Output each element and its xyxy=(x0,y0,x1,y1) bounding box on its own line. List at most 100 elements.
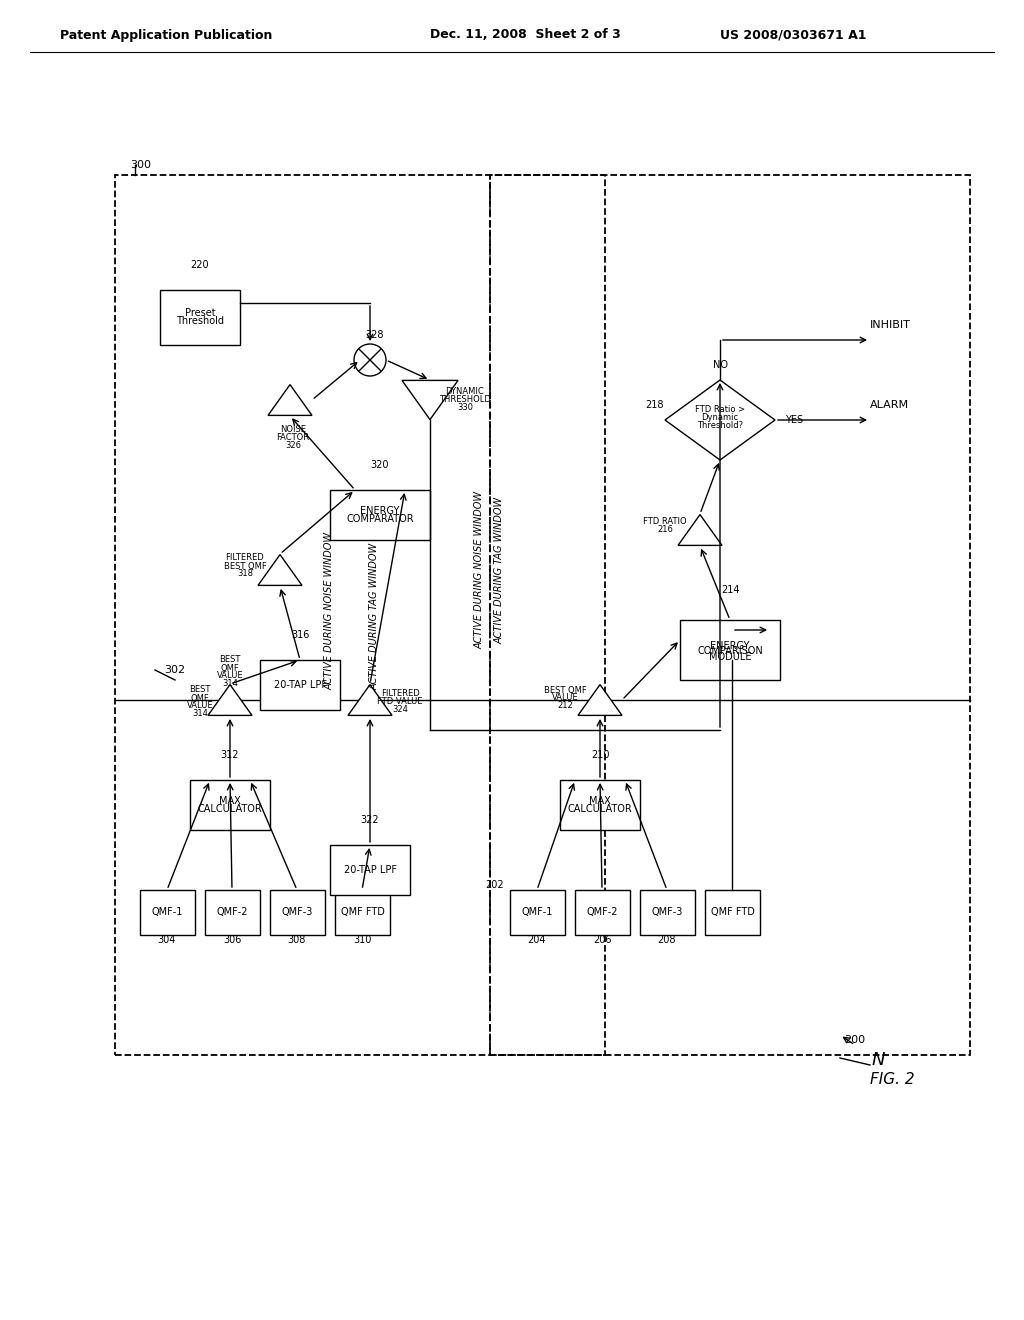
Text: BEST: BEST xyxy=(219,656,241,664)
Bar xyxy=(160,290,240,345)
Text: QMF-2: QMF-2 xyxy=(217,908,248,917)
Text: 218: 218 xyxy=(646,400,665,411)
Text: DYNAMIC: DYNAMIC xyxy=(445,388,484,396)
Text: QMF-1: QMF-1 xyxy=(522,908,553,917)
Text: 214: 214 xyxy=(721,585,739,595)
Polygon shape xyxy=(665,380,775,459)
Text: VALUE: VALUE xyxy=(186,701,213,710)
Text: CALCULATOR: CALCULATOR xyxy=(198,804,262,814)
Text: THRESHOLD: THRESHOLD xyxy=(439,396,490,404)
Text: FACTOR: FACTOR xyxy=(276,433,309,442)
Text: YES: YES xyxy=(785,414,803,425)
Text: 310: 310 xyxy=(353,935,371,945)
Polygon shape xyxy=(258,554,302,585)
Text: ACTIVE DURING TAG WINDOW: ACTIVE DURING TAG WINDOW xyxy=(370,543,380,690)
Text: BEST QMF: BEST QMF xyxy=(223,561,266,570)
Text: ALARM: ALARM xyxy=(870,400,909,411)
Polygon shape xyxy=(208,685,252,715)
Bar xyxy=(640,890,695,935)
Text: Dynamic: Dynamic xyxy=(701,413,738,422)
Text: INHIBIT: INHIBIT xyxy=(870,319,911,330)
Bar xyxy=(490,176,970,1055)
Text: 208: 208 xyxy=(657,935,676,945)
Polygon shape xyxy=(268,384,312,416)
Text: Threshold: Threshold xyxy=(176,317,224,326)
Text: ACTIVE DURING TAG WINDOW: ACTIVE DURING TAG WINDOW xyxy=(495,496,505,644)
Text: 300: 300 xyxy=(130,160,151,170)
Text: 320: 320 xyxy=(371,459,389,470)
Bar xyxy=(330,845,410,895)
Text: FTD Ratio >: FTD Ratio > xyxy=(695,405,745,414)
Text: QMF FTD: QMF FTD xyxy=(711,908,755,917)
Text: MAX: MAX xyxy=(219,796,241,807)
Text: QMF: QMF xyxy=(190,693,209,702)
Text: FILTERED: FILTERED xyxy=(225,553,264,562)
Text: 200: 200 xyxy=(845,1035,865,1045)
Text: VALUE: VALUE xyxy=(217,672,244,681)
Bar xyxy=(560,780,640,830)
Text: 316: 316 xyxy=(291,630,309,640)
Text: 304: 304 xyxy=(158,935,176,945)
Polygon shape xyxy=(348,685,392,715)
Text: QMF-3: QMF-3 xyxy=(652,908,683,917)
Text: ENERGY: ENERGY xyxy=(711,642,750,651)
Text: 312: 312 xyxy=(221,750,240,760)
Text: 314: 314 xyxy=(222,680,238,689)
Text: 308: 308 xyxy=(288,935,306,945)
Bar xyxy=(190,780,270,830)
Text: QMF-3: QMF-3 xyxy=(282,908,313,917)
Text: 302: 302 xyxy=(165,665,185,675)
Text: COMPARATOR: COMPARATOR xyxy=(346,513,414,524)
Text: VALUE: VALUE xyxy=(552,693,579,702)
Bar xyxy=(140,890,195,935)
Text: QMF: QMF xyxy=(220,664,240,672)
Text: 330: 330 xyxy=(457,404,473,412)
Bar xyxy=(260,660,340,710)
Text: MODULE: MODULE xyxy=(709,652,752,663)
Text: ENERGY: ENERGY xyxy=(360,506,399,516)
Text: 220: 220 xyxy=(190,260,209,271)
Text: 206: 206 xyxy=(593,935,611,945)
Text: QMF-1: QMF-1 xyxy=(152,908,183,917)
Circle shape xyxy=(354,345,386,376)
Bar xyxy=(705,890,760,935)
Text: 202: 202 xyxy=(485,880,504,890)
Bar xyxy=(270,890,325,935)
Text: 306: 306 xyxy=(223,935,242,945)
Polygon shape xyxy=(678,515,722,545)
Text: NO: NO xyxy=(713,360,727,370)
Bar xyxy=(330,490,430,540)
Text: 314: 314 xyxy=(193,710,208,718)
Text: US 2008/0303671 A1: US 2008/0303671 A1 xyxy=(720,29,866,41)
Polygon shape xyxy=(402,380,458,420)
Text: Dec. 11, 2008  Sheet 2 of 3: Dec. 11, 2008 Sheet 2 of 3 xyxy=(430,29,621,41)
Text: 326: 326 xyxy=(285,441,301,450)
Text: 328: 328 xyxy=(366,330,384,341)
Text: 324: 324 xyxy=(392,705,408,714)
Text: 318: 318 xyxy=(237,569,253,578)
Text: FILTERED: FILTERED xyxy=(381,689,420,698)
Text: 216: 216 xyxy=(657,525,673,535)
Text: N: N xyxy=(871,1051,885,1069)
Text: 322: 322 xyxy=(360,814,379,825)
Text: CALCULATOR: CALCULATOR xyxy=(567,804,633,814)
Bar xyxy=(115,176,605,1055)
Text: COMPARISON: COMPARISON xyxy=(697,645,763,656)
Text: BEST QMF: BEST QMF xyxy=(544,685,587,694)
Text: ACTIVE DURING NOISE WINDOW: ACTIVE DURING NOISE WINDOW xyxy=(475,491,485,649)
Text: FTD RATIO: FTD RATIO xyxy=(643,517,687,527)
Text: 20-TAP LPF: 20-TAP LPF xyxy=(273,680,327,690)
Bar xyxy=(680,620,780,680)
Text: Patent Application Publication: Patent Application Publication xyxy=(60,29,272,41)
Text: NOISE: NOISE xyxy=(280,425,306,434)
Polygon shape xyxy=(578,685,622,715)
Text: 212: 212 xyxy=(557,701,572,710)
Bar xyxy=(575,890,630,935)
Text: BEST: BEST xyxy=(189,685,211,694)
Text: FTD VALUE: FTD VALUE xyxy=(377,697,423,706)
Text: MAX: MAX xyxy=(589,796,611,807)
Text: Threshold?: Threshold? xyxy=(697,421,743,430)
Text: ACTIVE DURING NOISE WINDOW: ACTIVE DURING NOISE WINDOW xyxy=(325,532,335,690)
Text: QMF-2: QMF-2 xyxy=(587,908,618,917)
Text: 204: 204 xyxy=(527,935,546,945)
